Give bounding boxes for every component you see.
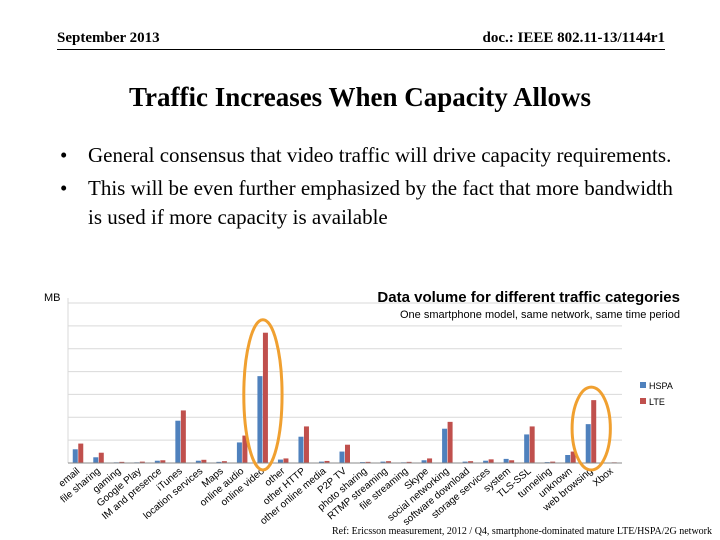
- bar-hspa: [236, 442, 242, 463]
- legend-swatch: [640, 382, 646, 388]
- bar-hspa: [277, 459, 283, 463]
- bullet-item: • General consensus that video traffic wi…: [60, 141, 680, 170]
- bullet-text: This will be even further emphasized by …: [88, 176, 673, 229]
- bar-hspa: [421, 460, 427, 463]
- bar-lte: [98, 452, 104, 463]
- legend-label: HSPA: [649, 381, 673, 391]
- bar-hspa: [380, 461, 386, 463]
- bar-lte: [283, 458, 289, 463]
- bar-hspa: [298, 436, 304, 463]
- traffic-chart: MB Data volume for different traffic cat…: [44, 289, 712, 537]
- bar-lte: [447, 421, 453, 463]
- bar-lte: [591, 400, 597, 463]
- gridlines: [67, 298, 622, 463]
- bullet-list: • General consensus that video traffic wi…: [60, 141, 680, 236]
- bar-lte: [386, 461, 392, 463]
- legend-label: LTE: [649, 397, 665, 407]
- bar-lte: [365, 461, 371, 463]
- bar-lte: [242, 435, 248, 463]
- bar-lte: [550, 461, 556, 463]
- bar-hspa: [462, 461, 468, 463]
- bar-lte: [509, 460, 515, 463]
- bar-lte: [262, 332, 268, 463]
- bar-lte: [427, 458, 433, 463]
- bar-hspa: [442, 428, 448, 463]
- bar-lte: [529, 426, 535, 463]
- bar-lte: [406, 461, 412, 463]
- bar-lte: [221, 461, 227, 463]
- bullet-item: • This will be even further emphasized by…: [60, 174, 680, 232]
- bar-hspa: [483, 460, 489, 463]
- bar-hspa: [216, 461, 222, 463]
- bar-lte: [345, 444, 350, 463]
- header-rule: [57, 49, 665, 50]
- chart-title: Data volume for different traffic catego…: [377, 289, 680, 306]
- highlight-ellipse: [242, 318, 284, 472]
- legend-swatch: [640, 398, 646, 404]
- bars: [72, 332, 617, 464]
- bar-hspa: [565, 455, 571, 463]
- bar-hspa: [585, 424, 591, 463]
- bar-lte: [78, 443, 84, 463]
- bar-lte: [570, 451, 576, 463]
- header-doc-id: doc.: IEEE 802.11-13/1144r1: [482, 30, 665, 46]
- bar-lte: [303, 426, 309, 463]
- bar-hspa: [318, 461, 324, 463]
- bar-lte: [160, 460, 166, 463]
- bar-hspa: [524, 434, 530, 463]
- bar-lte: [201, 459, 207, 463]
- bar-hspa: [154, 460, 160, 463]
- bullet-text: General consensus that video traffic wil…: [88, 143, 672, 167]
- bar-hspa: [503, 458, 509, 463]
- bar-hspa: [175, 420, 181, 463]
- bar-hspa: [93, 457, 99, 463]
- bar-lte: [468, 461, 474, 463]
- bullet-dot-icon: •: [60, 143, 68, 167]
- header-date: September 2013: [57, 30, 160, 46]
- bar-lte: [180, 410, 186, 463]
- bar-hspa: [257, 376, 263, 463]
- bar-lte: [324, 460, 330, 463]
- bar-hspa: [195, 460, 201, 463]
- bar-lte: [119, 461, 125, 463]
- bar-hspa: [72, 449, 78, 463]
- highlights: [242, 318, 612, 472]
- legend: HSPA LTE: [640, 381, 673, 407]
- source-footnote: Ref: Ericsson measurement, 2012 / Q4, sm…: [332, 526, 712, 537]
- bar-hspa: [339, 451, 345, 463]
- bullet-dot-icon: •: [60, 176, 68, 200]
- slide-title: Traffic Increases When Capacity Allows: [129, 82, 591, 112]
- chart-subtitle: One smartphone model, same network, same…: [400, 309, 680, 321]
- y-axis-label: MB: [44, 292, 61, 304]
- bar-lte: [139, 461, 145, 463]
- bar-lte: [488, 459, 494, 463]
- highlight-ellipse: [570, 385, 612, 472]
